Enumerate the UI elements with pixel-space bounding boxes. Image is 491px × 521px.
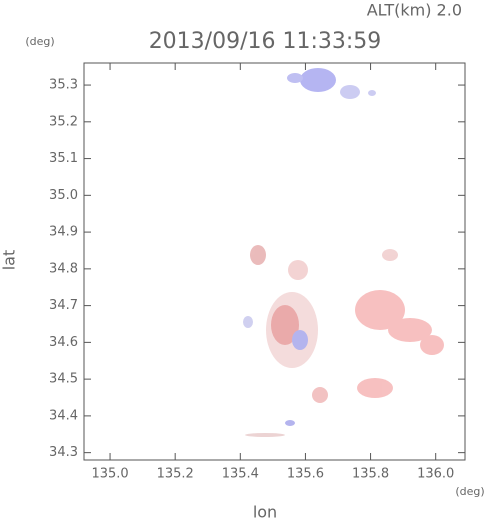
y-tick-label: 34.7 bbox=[49, 298, 78, 313]
x-tick-label: 135.6 bbox=[287, 467, 324, 482]
y-unit: (deg) bbox=[25, 35, 54, 48]
y-tick-label: 34.9 bbox=[49, 225, 78, 240]
x-tick-label: 135.8 bbox=[352, 467, 389, 482]
chart-subtitle: 2013/09/16 11:33:59 bbox=[149, 29, 382, 54]
x-tick-label: 135.2 bbox=[157, 467, 194, 482]
x-tick-label: 136.0 bbox=[417, 467, 454, 482]
x-tick-label: 135.0 bbox=[91, 467, 128, 482]
radar-echoes bbox=[243, 68, 444, 437]
chart-title: ALT(km) 2.0 bbox=[367, 1, 462, 20]
y-tick-label: 35.3 bbox=[49, 78, 78, 93]
y-tick-label: 34.8 bbox=[49, 261, 78, 276]
x-unit: (deg) bbox=[455, 485, 484, 498]
y-tick-label: 34.4 bbox=[49, 408, 78, 423]
y-tick-label: 34.3 bbox=[49, 445, 78, 460]
y-tick-label: 35.1 bbox=[49, 151, 78, 166]
plot-frame bbox=[83, 62, 466, 461]
y-tick-label: 34.5 bbox=[49, 372, 78, 387]
x-axis-label: lon bbox=[253, 503, 277, 521]
y-tick-label: 35.0 bbox=[49, 188, 78, 203]
y-tick-label: 34.6 bbox=[49, 335, 78, 350]
axes: 135.0 135.2 135.4 135.6 135.8 136.0 34.3 34.4 34… bbox=[49, 63, 465, 482]
y-tick-label: 35.2 bbox=[49, 114, 78, 129]
y-axis-label: lat bbox=[0, 250, 19, 271]
x-tick-label: 135.4 bbox=[222, 467, 259, 482]
